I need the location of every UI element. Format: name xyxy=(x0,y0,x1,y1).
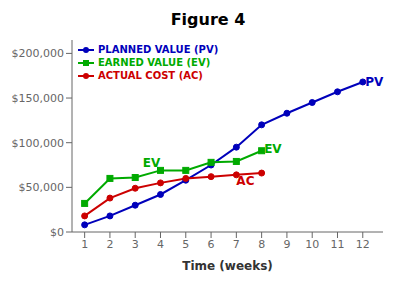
svg-text:8: 8 xyxy=(258,238,265,251)
svg-text:$100,000: $100,000 xyxy=(12,137,65,150)
svg-text:AC: AC xyxy=(236,174,254,188)
svg-text:$50,000: $50,000 xyxy=(19,181,65,194)
svg-text:$150,000: $150,000 xyxy=(12,92,65,105)
svg-text:6: 6 xyxy=(208,238,215,251)
svg-text:4: 4 xyxy=(157,238,164,251)
svg-text:11: 11 xyxy=(330,238,344,251)
svg-text:10: 10 xyxy=(305,238,319,251)
html-text:ACTUAL COST (AC): ACTUAL COST (AC) xyxy=(98,70,203,81)
svg-text:$200,000: $200,000 xyxy=(12,47,65,60)
html-text:Figure 4: Figure 4 xyxy=(170,10,246,29)
svg-text:3: 3 xyxy=(132,238,139,251)
svg-text:$0: $0 xyxy=(50,226,64,239)
svg-text:Time (weeks): Time (weeks) xyxy=(182,259,273,273)
svg-text:9: 9 xyxy=(283,238,290,251)
svg-text:2: 2 xyxy=(106,238,113,251)
html-text:EARNED VALUE (EV): EARNED VALUE (EV) xyxy=(98,57,211,68)
svg-text:PV: PV xyxy=(365,75,384,89)
svg-text:7: 7 xyxy=(233,238,240,251)
svg-text:12: 12 xyxy=(356,238,370,251)
svg-text:1: 1 xyxy=(81,238,88,251)
svg-text:EV: EV xyxy=(264,142,282,156)
svg-text:5: 5 xyxy=(182,238,189,251)
svg-text:EV: EV xyxy=(143,156,161,170)
html-text:PLANNED VALUE (PV): PLANNED VALUE (PV) xyxy=(98,44,219,55)
